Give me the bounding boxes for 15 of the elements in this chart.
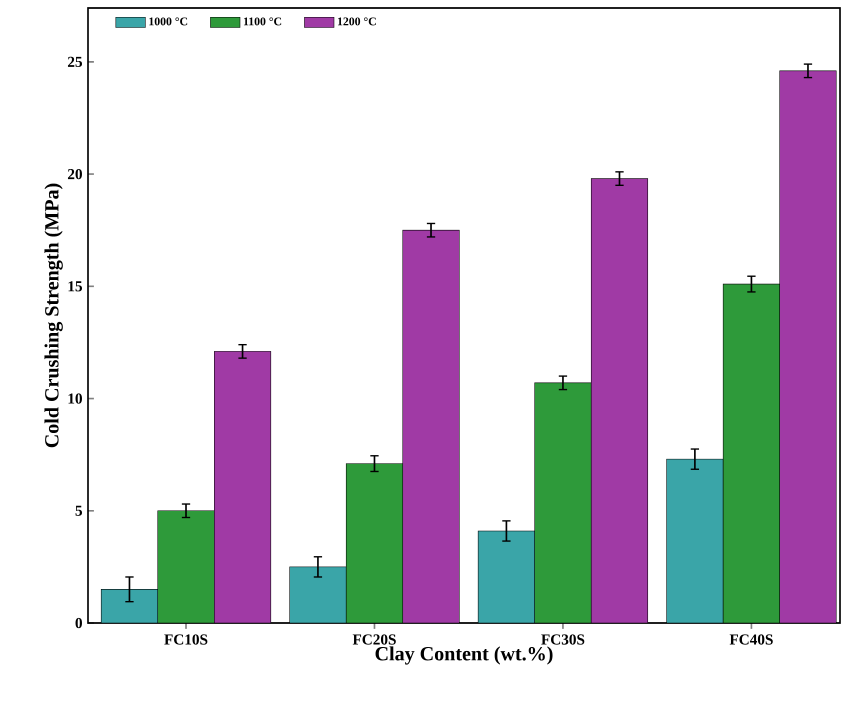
y-tick-label: 20 bbox=[68, 168, 82, 180]
x-tick-label: FC20S bbox=[352, 634, 396, 645]
legend-label: 1200 °C bbox=[338, 17, 376, 26]
y-tick-label: 25 bbox=[68, 56, 82, 67]
legend-label: 1000 °C bbox=[149, 17, 188, 26]
y-axis-title: Cold Crushing Strength (MPa) bbox=[44, 184, 63, 448]
x-tick-label: FC10S bbox=[164, 634, 208, 645]
x-tick-label: FC30S bbox=[541, 634, 584, 645]
x-axis-title: Clay Content (wt.%) bbox=[376, 646, 553, 665]
legend-label: 1100 °C bbox=[244, 17, 282, 26]
y-tick-label: 15 bbox=[68, 281, 82, 292]
y-tick-label: 10 bbox=[68, 393, 82, 404]
y-tick-label: 5 bbox=[76, 506, 82, 516]
x-tick-label: FC40S bbox=[730, 634, 773, 645]
y-tick-label: 0 bbox=[76, 618, 82, 628]
